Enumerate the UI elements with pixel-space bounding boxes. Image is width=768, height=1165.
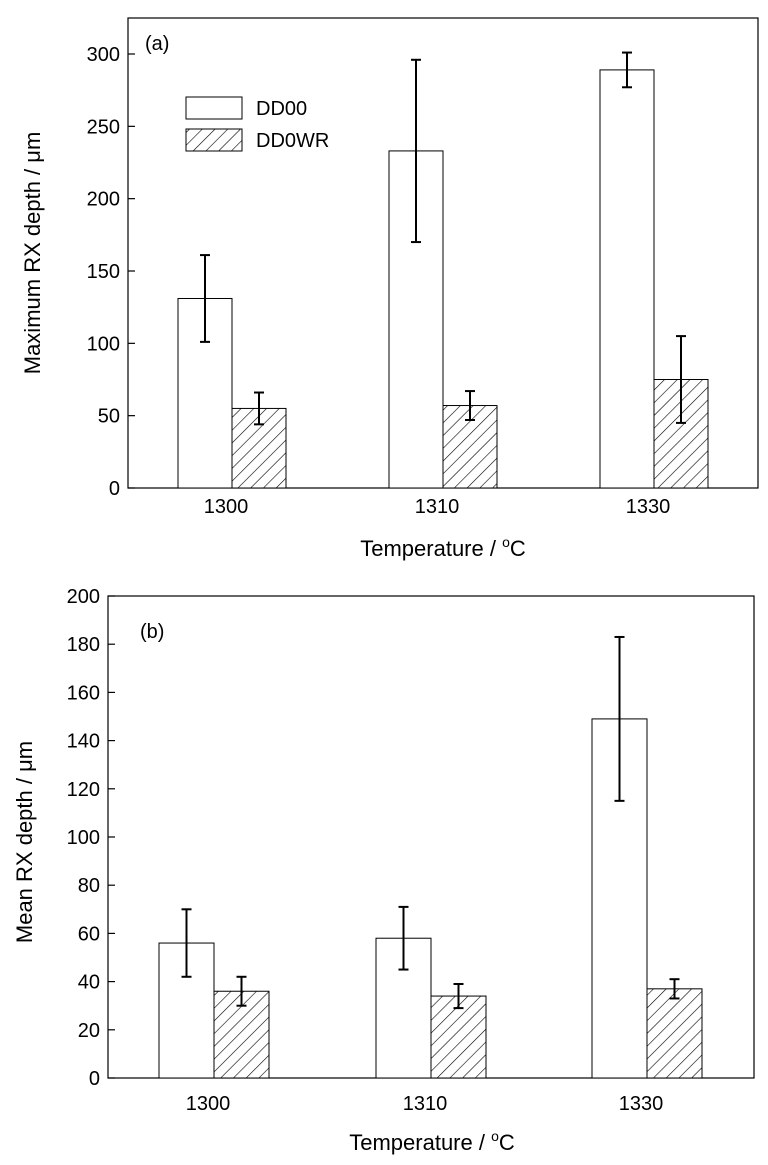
- legend: DD00 DD0WR: [185, 96, 329, 152]
- y-axis-title: Maximum RX depth / μm: [20, 132, 45, 375]
- y-tick-label: 80: [78, 875, 100, 897]
- x-tick-label: 1330: [626, 496, 671, 518]
- error-bars: [200, 51, 686, 426]
- y-axis-title: Mean RX depth / μm: [12, 741, 37, 943]
- x-axis-title: Temperature / oC: [360, 534, 526, 561]
- bars: [158, 718, 703, 1079]
- y-tick-label: 100: [67, 827, 100, 849]
- x-ticks: 1300 1310 1330: [204, 481, 671, 518]
- y-ticks: 0 20 40 60 80 100 120 140 160 180 200: [67, 586, 115, 1090]
- legend-label: DD0WR: [256, 130, 329, 152]
- y-tick-label: 40: [78, 972, 100, 994]
- y-tick-label: 50: [98, 406, 120, 428]
- x-axis-title: Temperature / oC: [349, 1128, 515, 1155]
- bar-dd0wr: [646, 988, 703, 1079]
- x-tick-label: 1300: [186, 1093, 231, 1115]
- legend-label: DD00: [256, 98, 307, 120]
- y-tick-label: 200: [87, 189, 120, 211]
- x-tick-label: 1300: [204, 496, 249, 518]
- y-tick-label: 300: [87, 44, 120, 66]
- y-tick-label: 20: [78, 1020, 100, 1042]
- y-tick-label: 250: [87, 116, 120, 138]
- x-tick-label: 1310: [403, 1093, 448, 1115]
- y-tick-label: 60: [78, 923, 100, 945]
- y-tick-label: 160: [67, 682, 100, 704]
- panel-label: (a): [145, 33, 169, 55]
- panel-label: (b): [140, 621, 164, 643]
- error-bars: [181, 635, 680, 1010]
- y-tick-label: 150: [87, 261, 120, 283]
- x-tick-label: 1330: [619, 1093, 664, 1115]
- bar-dd00: [599, 69, 655, 489]
- legend-swatch-hatched: [185, 128, 243, 152]
- y-tick-label: 100: [87, 333, 120, 355]
- chart-panel-b: (b) 0 20 40 60 80 100 120 140 160 180 200 1300 1310…: [12, 586, 755, 1155]
- y-tick-label: 140: [67, 731, 100, 753]
- legend-swatch-plain: [185, 96, 243, 120]
- y-tick-label: 0: [109, 478, 120, 500]
- y-tick-label: 0: [89, 1068, 100, 1090]
- y-ticks: 0 50 100 150 200 250 300: [87, 44, 135, 500]
- y-tick-label: 200: [67, 586, 100, 608]
- y-tick-label: 120: [67, 779, 100, 801]
- chart-panel-a: (a) 0 50 100 150 200 250 300 1300 1310 1330 Maxi…: [20, 17, 759, 561]
- y-tick-label: 180: [67, 634, 100, 656]
- x-tick-label: 1310: [415, 496, 460, 518]
